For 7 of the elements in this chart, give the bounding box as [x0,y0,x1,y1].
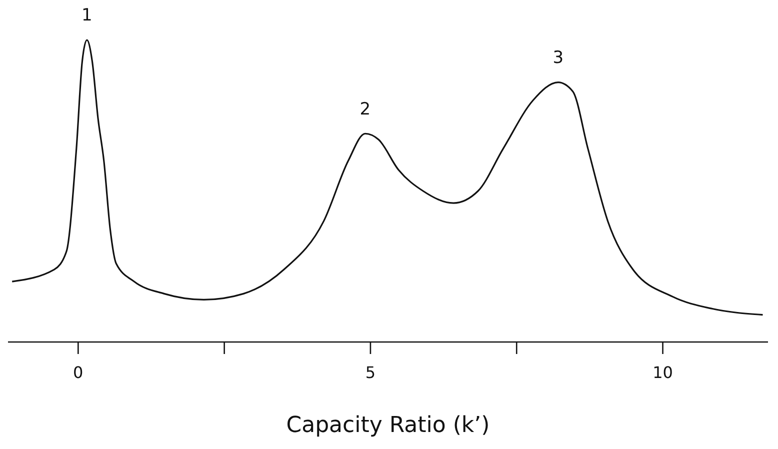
x-tick-label: 10 [652,363,673,382]
annotation: 1 [82,6,92,26]
x-tick-label: 5 [365,363,376,382]
x-tick-label: 0 [73,363,84,382]
x-axis-title: Capacity Ratio (k’) [286,413,490,438]
annotation: 2 [360,99,371,120]
annotation: 3 [552,48,564,68]
